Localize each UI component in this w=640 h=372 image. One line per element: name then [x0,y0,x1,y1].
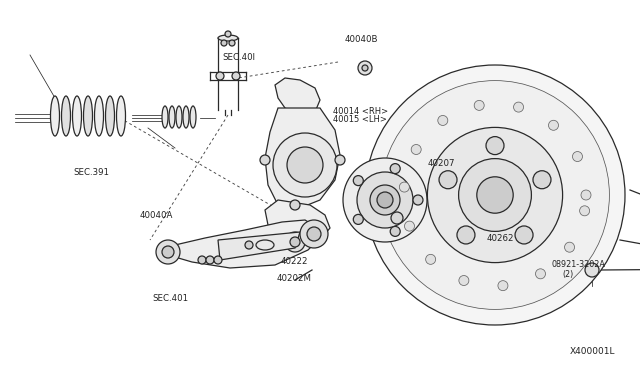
Circle shape [300,220,328,248]
Circle shape [477,177,513,213]
Circle shape [216,72,224,80]
Text: 40014 <RH>: 40014 <RH> [333,107,388,116]
Circle shape [533,171,551,189]
Circle shape [474,100,484,110]
Circle shape [585,263,599,277]
Text: SEC.40l: SEC.40l [223,53,256,62]
Text: 40202M: 40202M [276,274,312,283]
Circle shape [362,65,368,71]
Ellipse shape [176,106,182,128]
Circle shape [486,137,504,155]
Circle shape [580,206,589,216]
Ellipse shape [162,106,168,128]
Polygon shape [162,220,320,268]
Circle shape [377,192,393,208]
Circle shape [221,40,227,46]
Circle shape [411,144,421,154]
Circle shape [357,172,413,228]
Circle shape [229,40,235,46]
Circle shape [536,269,545,279]
Circle shape [413,195,423,205]
Ellipse shape [61,96,70,136]
Circle shape [260,155,270,165]
Circle shape [513,102,524,112]
Text: 40222: 40222 [280,257,308,266]
Circle shape [353,176,364,186]
Ellipse shape [72,96,81,136]
Ellipse shape [218,35,238,41]
Circle shape [156,240,180,264]
Circle shape [225,31,231,37]
Circle shape [198,256,206,264]
Circle shape [390,227,400,236]
Circle shape [162,246,174,258]
Text: SEC.401: SEC.401 [152,294,188,303]
Circle shape [273,133,337,197]
Circle shape [391,212,403,224]
Circle shape [214,256,222,264]
Circle shape [285,232,305,252]
Circle shape [353,214,364,224]
Circle shape [232,72,240,80]
Circle shape [290,237,300,247]
Polygon shape [218,232,300,260]
Circle shape [438,115,448,125]
Circle shape [290,200,300,210]
Text: 40040A: 40040A [140,211,173,219]
Text: (2): (2) [562,270,573,279]
Circle shape [457,226,475,244]
Circle shape [365,65,625,325]
Circle shape [439,171,457,189]
Polygon shape [275,78,320,115]
Polygon shape [265,108,340,210]
Circle shape [428,127,563,263]
Circle shape [459,158,531,231]
Ellipse shape [95,96,104,136]
Ellipse shape [190,106,196,128]
Ellipse shape [106,96,115,136]
Text: 40040B: 40040B [344,35,378,44]
Text: X400001L: X400001L [570,347,615,356]
Polygon shape [265,200,330,245]
Text: SEC.391: SEC.391 [74,169,109,177]
Circle shape [548,120,559,130]
Text: 08921-3202A: 08921-3202A [552,260,605,269]
Circle shape [399,182,410,192]
Text: 40015 <LH>: 40015 <LH> [333,115,387,124]
Circle shape [381,81,609,310]
Ellipse shape [183,106,189,128]
Ellipse shape [169,106,175,128]
Circle shape [343,158,427,242]
Circle shape [564,242,575,252]
Circle shape [358,61,372,75]
Circle shape [581,190,591,200]
Circle shape [390,164,400,174]
Circle shape [459,276,469,286]
Circle shape [404,221,415,231]
Circle shape [245,241,253,249]
Circle shape [287,147,323,183]
Circle shape [335,155,345,165]
Ellipse shape [256,240,274,250]
Text: 40207: 40207 [428,159,455,168]
Ellipse shape [83,96,93,136]
Circle shape [515,226,533,244]
Text: 40262: 40262 [486,234,514,243]
Circle shape [426,254,436,264]
Circle shape [206,256,214,264]
Ellipse shape [51,96,60,136]
Circle shape [370,185,400,215]
Circle shape [498,280,508,291]
Circle shape [307,227,321,241]
Ellipse shape [116,96,125,136]
Circle shape [572,151,582,161]
